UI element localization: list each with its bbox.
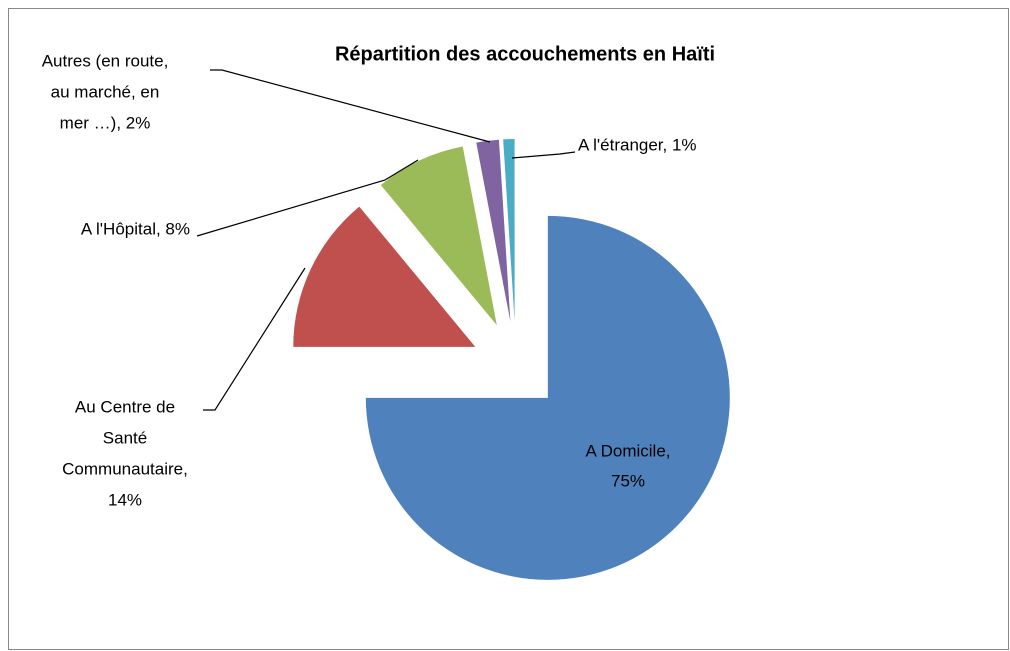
pie-slice <box>293 206 476 347</box>
chart-title: Répartition des accouchements en Haïti <box>335 43 715 65</box>
pie-slice <box>380 146 497 326</box>
data-label: Communautaire, <box>62 459 188 478</box>
data-label: au marché, en <box>51 82 160 101</box>
data-label: Autres (en route, <box>42 51 169 70</box>
leader-line <box>210 69 491 143</box>
leader-line <box>203 267 306 411</box>
pie-slice <box>365 215 730 580</box>
data-label: 75% <box>611 471 645 490</box>
data-label: Au Centre de <box>75 397 175 416</box>
data-label: A l'Hôpital, 8% <box>81 219 190 238</box>
data-label: A l'étranger, 1% <box>578 135 697 154</box>
leader-line <box>196 159 419 237</box>
data-label: mer …), 2% <box>60 113 151 132</box>
pie-slice <box>476 139 511 322</box>
data-label: 14% <box>108 490 142 509</box>
leader-line <box>511 151 576 159</box>
pie-slice <box>503 139 515 322</box>
data-label: Santé <box>103 428 147 447</box>
data-label: A Domicile, <box>585 441 670 460</box>
